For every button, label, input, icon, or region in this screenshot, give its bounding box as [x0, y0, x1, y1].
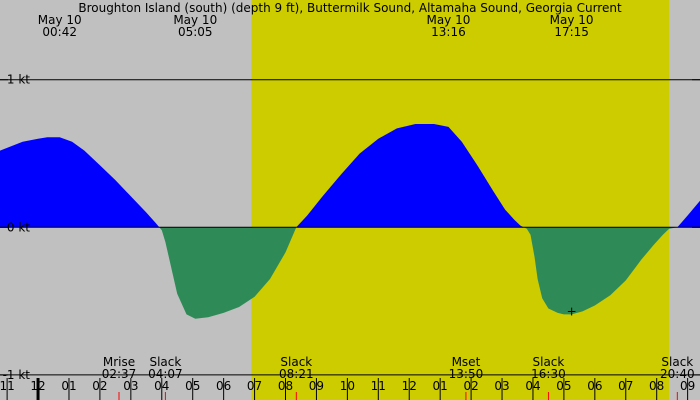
flood-area-0	[0, 137, 160, 228]
hour-label-9: 08	[278, 379, 293, 393]
hour-label-0: 11	[0, 379, 15, 393]
hour-label-11: 10	[340, 379, 355, 393]
event-name-0: Mrise	[103, 355, 135, 369]
y-tick-label-1: 0 kt	[7, 220, 30, 234]
current-time-marker: +	[567, 304, 577, 318]
ebb-area-1	[523, 227, 678, 315]
peak-time-0: 00:42	[42, 25, 77, 39]
y-tick-label-2: -1 kt	[3, 368, 31, 382]
ebb-area-0	[159, 227, 297, 319]
hour-label-4: 03	[123, 379, 138, 393]
peak-time-2: 13:16	[431, 25, 466, 39]
peak-date-0: May 10	[38, 13, 82, 27]
event-time-0: 02:37	[102, 367, 137, 381]
event-time-3: 13:50	[449, 367, 484, 381]
hour-label-2: 01	[61, 379, 76, 393]
hour-label-12: 11	[371, 379, 386, 393]
event-name-5: Slack	[661, 355, 693, 369]
event-time-5: 20:40	[660, 367, 695, 381]
hour-label-18: 05	[556, 379, 571, 393]
peak-date-3: May 10	[550, 13, 594, 27]
chart-title: Broughton Island (south) (depth 9 ft), B…	[78, 1, 622, 15]
hour-label-17: 04	[525, 379, 540, 393]
hour-label-15: 02	[463, 379, 478, 393]
hour-label-1: 12	[30, 379, 45, 393]
flood-area-1	[296, 124, 524, 228]
event-time-1: 04:07	[148, 367, 183, 381]
hour-label-3: 02	[92, 379, 107, 393]
event-name-1: Slack	[149, 355, 181, 369]
hour-label-13: 12	[402, 379, 417, 393]
hour-label-14: 01	[433, 379, 448, 393]
peak-date-1: May 10	[173, 13, 217, 27]
event-time-2: 08:21	[279, 367, 314, 381]
peak-time-3: 17:15	[554, 25, 589, 39]
peak-date-2: May 10	[426, 13, 470, 27]
hour-label-7: 06	[216, 379, 231, 393]
hour-label-19: 06	[587, 379, 602, 393]
hour-label-22: 09	[680, 379, 695, 393]
hour-label-16: 03	[494, 379, 509, 393]
hour-label-6: 05	[185, 379, 200, 393]
hour-label-21: 08	[649, 379, 664, 393]
event-name-2: Slack	[280, 355, 312, 369]
hour-label-5: 04	[154, 379, 169, 393]
hour-label-20: 07	[618, 379, 633, 393]
peak-time-1: 05:05	[178, 25, 213, 39]
event-time-4: 16:30	[531, 367, 566, 381]
event-name-4: Slack	[533, 355, 565, 369]
event-name-3: Mset	[452, 355, 481, 369]
hour-label-10: 09	[309, 379, 324, 393]
y-tick-label-0: 1 kt	[7, 73, 30, 87]
flood-area-2	[677, 200, 700, 228]
hour-label-8: 07	[247, 379, 262, 393]
